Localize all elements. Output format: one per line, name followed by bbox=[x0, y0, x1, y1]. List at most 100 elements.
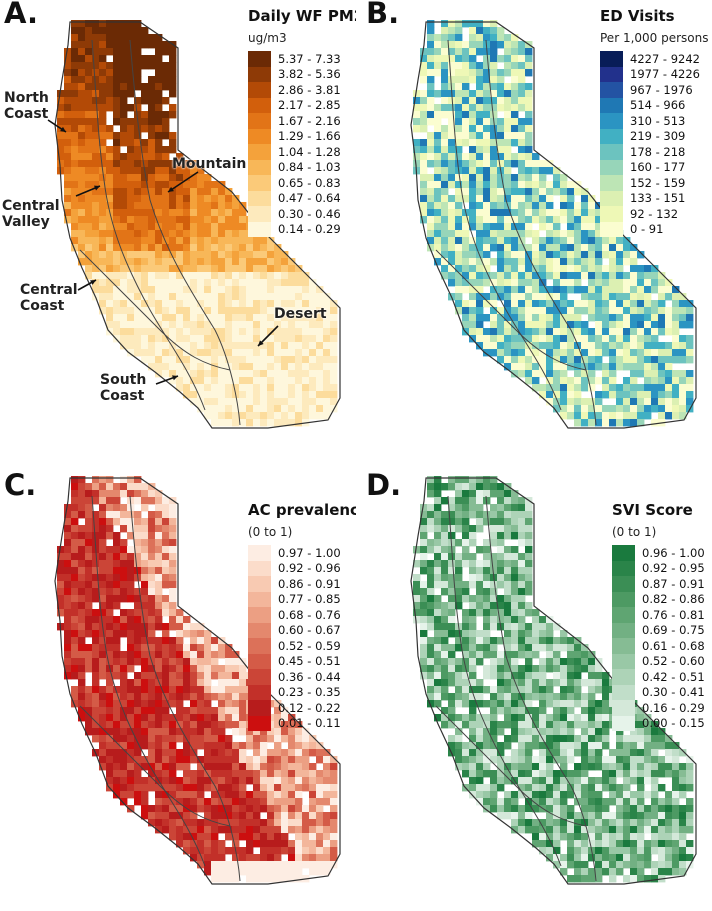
legend-label: 92 - 132 bbox=[630, 206, 679, 221]
legend-item: 0.77 - 0.85 bbox=[248, 591, 356, 607]
legend-item: 0.45 - 0.51 bbox=[248, 653, 356, 669]
legend-label: 0.92 - 0.96 bbox=[278, 561, 341, 576]
legend-item: 0.69 - 0.75 bbox=[612, 622, 705, 638]
legend-swatch bbox=[600, 144, 623, 160]
legend-item: 0.76 - 0.81 bbox=[612, 607, 705, 623]
legend-swatch bbox=[600, 97, 623, 113]
legend-item: 1.29 - 1.66 bbox=[248, 128, 356, 144]
region-boundary bbox=[447, 39, 562, 411]
legend-swatch bbox=[248, 97, 271, 113]
legend-label: 2.86 - 3.81 bbox=[278, 82, 341, 97]
region-boundary bbox=[91, 495, 206, 867]
legend-swatch bbox=[612, 715, 635, 731]
legend-swatch bbox=[248, 221, 271, 237]
legend-swatch bbox=[600, 206, 623, 222]
legend-item: 0.92 - 0.95 bbox=[612, 560, 705, 576]
legend-item: 967 - 1976 bbox=[600, 82, 709, 98]
legend-label: 0.45 - 0.51 bbox=[278, 654, 341, 669]
legend-swatch bbox=[248, 190, 271, 206]
legend-label: 0.52 - 0.59 bbox=[278, 638, 341, 653]
legend-label: 0.61 - 0.68 bbox=[642, 638, 705, 653]
region-label-desert: Desert bbox=[274, 306, 327, 322]
legend-item: 5.37 - 7.33 bbox=[248, 51, 356, 67]
legend-label: 5.37 - 7.33 bbox=[278, 51, 341, 66]
legend-rows: 0.96 - 1.00 0.92 - 0.95 0.87 - 0.91 0.82 - … bbox=[612, 545, 705, 731]
legend-item: 0.60 - 0.67 bbox=[248, 622, 356, 638]
legend-swatch bbox=[612, 653, 635, 669]
legend-swatch bbox=[612, 622, 635, 638]
legend-item: 178 - 218 bbox=[600, 144, 709, 160]
panel-letter: B. bbox=[366, 0, 400, 30]
legend-subtitle: (0 to 1) bbox=[612, 525, 657, 539]
legend-item: 0.23 - 0.35 bbox=[248, 684, 356, 700]
legend-swatch bbox=[600, 51, 623, 67]
legend-label: 310 - 513 bbox=[630, 113, 686, 128]
legend-swatch bbox=[612, 607, 635, 623]
region-boundary bbox=[435, 705, 587, 827]
legend-item: 0.97 - 1.00 bbox=[248, 545, 356, 561]
legend-label: 0.96 - 1.00 bbox=[642, 545, 705, 560]
panel-b: B. ED Visits Per 1,000 persons 4227 - 92… bbox=[356, 0, 712, 455]
legend-label: 0.52 - 0.60 bbox=[642, 654, 705, 669]
legend-swatch bbox=[600, 221, 623, 237]
legend-item: 514 - 966 bbox=[600, 97, 709, 113]
legend-swatch bbox=[600, 82, 623, 98]
region-label-central-coast: Central Coast bbox=[20, 282, 78, 314]
legend-item: 133 - 151 bbox=[600, 190, 709, 206]
panel-letter: D. bbox=[366, 468, 402, 502]
legend-item: 219 - 309 bbox=[600, 128, 709, 144]
arrowhead-icon bbox=[90, 280, 96, 285]
region-boundary bbox=[79, 249, 231, 371]
legend-label: 3.82 - 5.36 bbox=[278, 67, 341, 82]
legend-item: 0.92 - 0.96 bbox=[248, 560, 356, 576]
legend-swatch bbox=[612, 700, 635, 716]
legend-item: 0.87 - 0.91 bbox=[612, 576, 705, 592]
legend-swatch bbox=[248, 669, 271, 685]
legend-swatch bbox=[248, 560, 271, 576]
arrowhead-icon bbox=[168, 186, 174, 192]
legend-label: 178 - 218 bbox=[630, 144, 686, 159]
california-map-d bbox=[410, 476, 697, 885]
legend-swatch bbox=[248, 700, 271, 716]
legend-swatch bbox=[248, 66, 271, 82]
legend-label: 0.86 - 0.91 bbox=[278, 576, 341, 591]
state-outline bbox=[54, 477, 341, 885]
legend-swatch bbox=[612, 669, 635, 685]
legend-item: 0.16 - 0.29 bbox=[612, 700, 705, 716]
legend-item: 1.67 - 2.16 bbox=[248, 113, 356, 129]
legend-swatch bbox=[600, 66, 623, 82]
legend-label: 1977 - 4226 bbox=[630, 67, 700, 82]
legend-item: 310 - 513 bbox=[600, 113, 709, 129]
legend-swatch bbox=[248, 51, 271, 67]
legend-swatch bbox=[612, 684, 635, 700]
legend-swatch bbox=[248, 653, 271, 669]
legend-label: 219 - 309 bbox=[630, 129, 686, 144]
region-boundary bbox=[435, 249, 587, 371]
legend-rows: 0.97 - 1.00 0.92 - 0.96 0.86 - 0.91 0.77 - … bbox=[248, 545, 356, 731]
legend-item: 0.01 - 0.11 bbox=[248, 715, 356, 731]
panel-a: A. Daily WF PM2.5 ug/m3 5.37 - 7.333.82 … bbox=[0, 0, 356, 455]
region-boundary bbox=[91, 39, 206, 411]
legend: Daily WF PM2.5 ug/m3 5.37 - 7.333.82 - 5… bbox=[248, 7, 356, 237]
state-outline bbox=[410, 21, 697, 429]
legend-label: 0.97 - 1.00 bbox=[278, 545, 341, 560]
legend-swatch bbox=[248, 576, 271, 592]
panel-d: D. SVI Score (0 to 1) 0.96 - 1.00 0.92 - … bbox=[356, 456, 712, 911]
panel-letter: A. bbox=[4, 0, 38, 30]
legend-label: 967 - 1976 bbox=[630, 82, 693, 97]
legend-label: 0.77 - 0.85 bbox=[278, 592, 341, 607]
legend-item: 152 - 159 bbox=[600, 175, 709, 191]
legend-item: 0 - 91 bbox=[600, 221, 709, 237]
region-label-central-valley: Central Valley bbox=[2, 198, 60, 230]
legend-label: 0.76 - 0.81 bbox=[642, 607, 705, 622]
legend-label: 0.87 - 0.91 bbox=[642, 576, 705, 591]
map-tracts bbox=[413, 20, 694, 427]
legend-item: 4227 - 9242 bbox=[600, 51, 709, 67]
legend-label: 0.30 - 0.41 bbox=[642, 685, 705, 700]
legend-swatch bbox=[248, 82, 271, 98]
legend-label: 0.01 - 0.11 bbox=[278, 716, 341, 731]
legend-item: 0.52 - 0.60 bbox=[612, 653, 705, 669]
legend-swatch bbox=[600, 113, 623, 129]
legend-item: 0.96 - 1.00 bbox=[612, 545, 705, 561]
legend-item: 3.82 - 5.36 bbox=[248, 66, 356, 82]
